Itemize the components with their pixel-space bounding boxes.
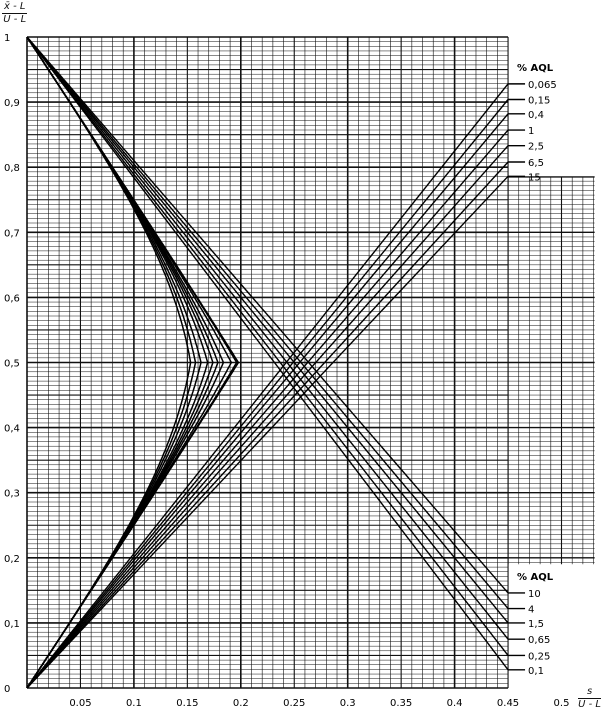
y-axis-label-denominator: U - L: [3, 14, 27, 25]
legend-label: 10: [528, 589, 541, 600]
y-tick-label: 0,3: [4, 489, 20, 500]
aql-line: [26, 36, 509, 656]
aql-line: [26, 36, 509, 594]
y-tick-label: 1: [4, 33, 10, 44]
x-tick-label: 0.4: [447, 698, 463, 709]
y-tick-label: 0: [4, 684, 10, 695]
y-tick-label: 0,7: [4, 228, 20, 239]
aql-line: [26, 99, 509, 689]
x-tick-label: 0.35: [390, 698, 412, 709]
legend-label: 0,1: [528, 666, 544, 677]
x-tick-label: 0.05: [69, 698, 91, 709]
x-axis-label-denominator: U - L: [578, 699, 601, 710]
legend-label: 15: [528, 172, 541, 183]
acceptance-curves: [26, 36, 240, 689]
legend-label: 6,5: [528, 158, 544, 169]
acceptance-curve: [26, 36, 240, 689]
x-tick-label: 0.1: [126, 698, 142, 709]
legend-label: 0,15: [528, 95, 550, 106]
aql-line: [26, 36, 509, 624]
y-tick-label: 0,6: [4, 293, 20, 304]
x-tick-label: 0.3: [340, 698, 356, 709]
aql-line: [26, 175, 509, 689]
legend-label: 1,5: [528, 619, 544, 630]
x-axis-label-numerator: s: [578, 686, 601, 699]
aql-line: [26, 83, 509, 689]
y-axis-label-numerator: x̄ - L: [2, 1, 28, 14]
legend-label: 0,25: [528, 651, 550, 662]
y-tick-label: 0,8: [4, 163, 20, 174]
aql-line: [26, 36, 509, 671]
x-tick-label: 0.25: [283, 698, 305, 709]
x-tick-label: 0.15: [176, 698, 198, 709]
aql-line: [26, 129, 509, 689]
aql-line: [26, 36, 509, 610]
aql-lines: [26, 36, 509, 689]
legend-title: % AQL: [517, 63, 554, 74]
y-tick-label: 0,2: [4, 554, 20, 565]
aql-line: [26, 113, 509, 689]
aql-line: [26, 145, 509, 689]
x-tick-label: 0.5: [554, 698, 570, 709]
legend-label: 1: [528, 126, 534, 137]
legend-label: 4: [528, 605, 534, 616]
y-axis-label: x̄ - L U - L: [2, 1, 28, 26]
tick-labels: 0.05 0.1 0.15 0.2 0.25 0.3 0.35 0.4 0.45 0.5 0 0,1 0…: [4, 33, 569, 709]
legends: % AQL 0,065 0,15 0,4 1 2,5 6,5 15 % AQL 10 4 1,5 0,6…: [508, 63, 557, 677]
y-tick-label: 0,5: [4, 359, 20, 370]
aql-line: [26, 161, 509, 689]
y-tick-label: 0,1: [4, 619, 20, 630]
grid: [26, 36, 595, 689]
legend-label: 0,65: [528, 635, 550, 646]
aql-line: [26, 36, 509, 640]
legend-title: % AQL: [517, 572, 554, 583]
x-tick-label: 0.2: [233, 698, 249, 709]
x-tick-label: 0.45: [497, 698, 519, 709]
y-tick-label: 0,9: [4, 98, 20, 109]
legend-label: 2,5: [528, 142, 544, 153]
legend-label: 0,065: [528, 80, 557, 91]
y-tick-label: 0,4: [4, 424, 20, 435]
x-axis-label: s U - L: [578, 686, 601, 711]
legend-label: 0,4: [528, 110, 544, 121]
